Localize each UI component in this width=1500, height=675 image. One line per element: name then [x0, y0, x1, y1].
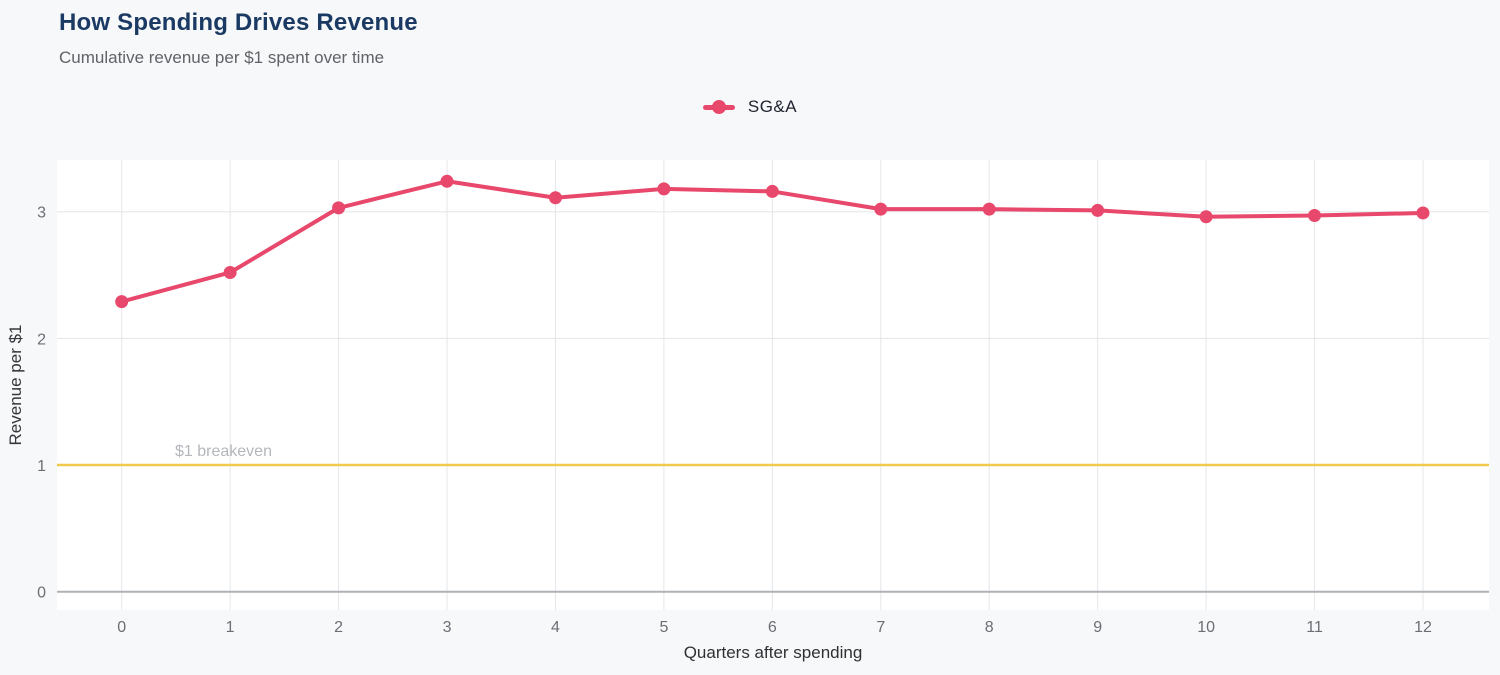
legend-line-marker-icon	[702, 100, 735, 114]
x-tick-label: 4	[551, 619, 560, 636]
data-point	[332, 201, 346, 215]
data-point	[1199, 210, 1213, 224]
page-subtitle: Cumulative revenue per $1 spent over tim…	[59, 48, 385, 67]
data-point	[548, 191, 562, 205]
y-axis-title: Revenue per $1	[6, 324, 25, 446]
data-point	[765, 184, 779, 198]
x-tick-label: 3	[443, 619, 452, 636]
data-point	[874, 202, 888, 216]
breakeven-annotation: $1 breakeven	[175, 443, 272, 460]
legend-dot-icon	[711, 100, 726, 114]
x-tick-label: 12	[1414, 619, 1432, 636]
data-point	[440, 174, 454, 188]
x-tick-label: 2	[334, 619, 343, 636]
x-tick-label: 8	[985, 619, 994, 636]
x-tick-label: 10	[1197, 619, 1215, 636]
y-tick-label: 2	[37, 331, 46, 348]
page-title: How Spending Drives Revenue	[59, 9, 418, 36]
plot-area	[57, 160, 1489, 610]
data-point	[115, 295, 129, 309]
y-tick-label: 3	[37, 205, 46, 222]
x-tick-label: 9	[1093, 619, 1102, 636]
data-point	[1416, 206, 1430, 220]
data-point	[1091, 203, 1105, 217]
legend-item-sga[interactable]: SG&A	[702, 97, 798, 117]
y-tick-label: 1	[37, 458, 46, 475]
x-axis-title: Quarters after spending	[683, 643, 863, 662]
x-tick-label: 1	[226, 619, 235, 636]
x-tick-label: 11	[1306, 619, 1323, 636]
data-point	[1308, 208, 1322, 222]
data-point	[223, 265, 237, 279]
data-point	[982, 202, 996, 216]
chart-legend: SG&A	[0, 97, 1500, 117]
x-tick-label: 5	[659, 619, 668, 636]
legend-label: SG&A	[747, 97, 798, 116]
y-tick-label: 0	[37, 585, 46, 602]
x-tick-label: 6	[768, 619, 777, 636]
x-tick-label: 0	[117, 619, 126, 636]
data-point	[657, 182, 671, 196]
x-tick-label: 7	[876, 619, 885, 636]
